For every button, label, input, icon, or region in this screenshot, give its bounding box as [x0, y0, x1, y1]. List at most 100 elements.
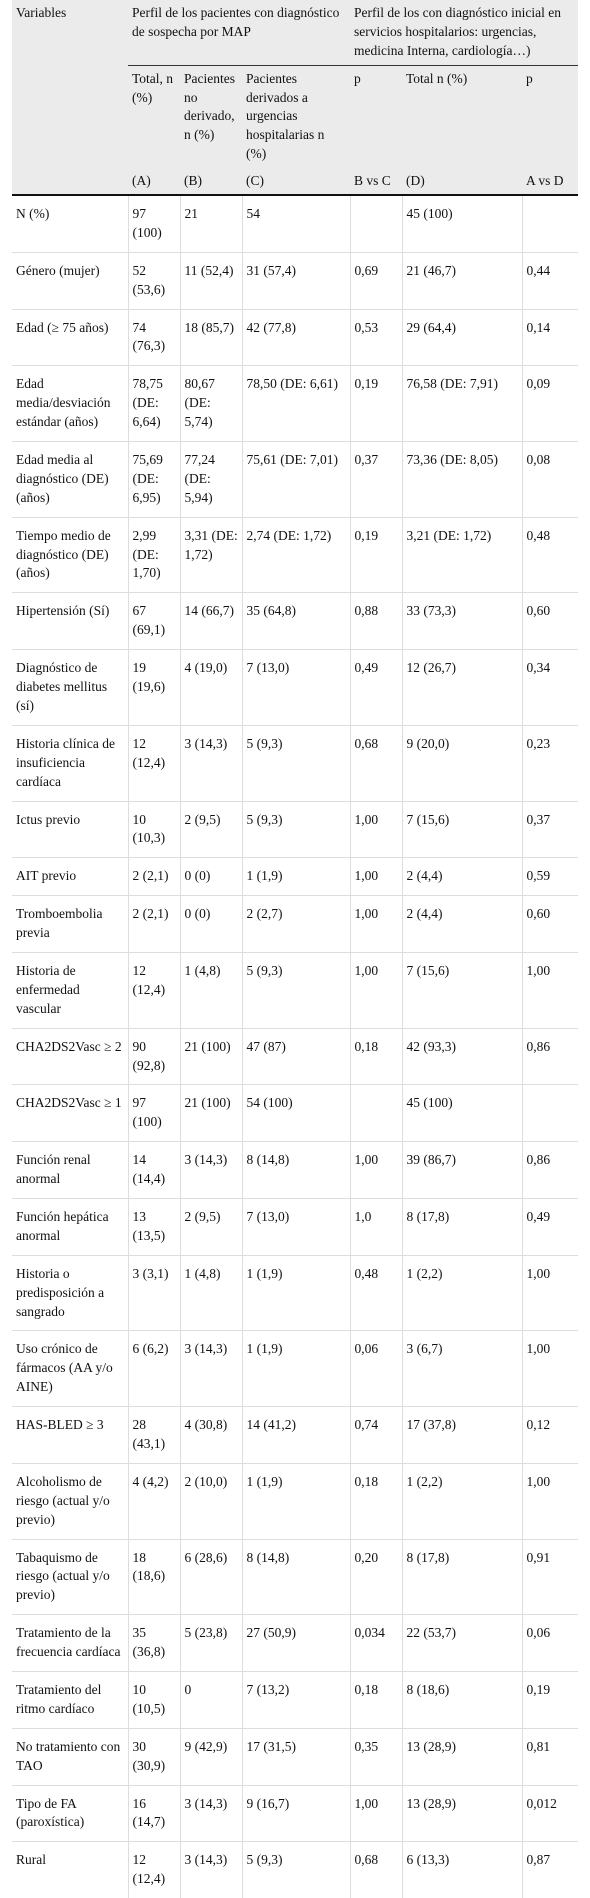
- table-row: Tipo de FA (paroxística) 16 (14,7) 3 (14,3…: [12, 1785, 579, 1843]
- table-row: Tromboembolia previa 2 (2,1) 0 (0) 2 (2,7) 1…: [12, 895, 579, 953]
- table-cell: 0,48: [522, 517, 579, 594]
- table-cell: 0,69: [350, 252, 403, 310]
- row-label: CHA2DS2Vasc ≥ 2: [12, 1028, 129, 1086]
- table-cell: 6 (28,6): [180, 1539, 243, 1616]
- table-cell: 0,87: [526, 1852, 551, 1868]
- table-cell: 76,58 (DE: 7,91): [402, 365, 523, 443]
- row-label: Género (mujer): [12, 252, 129, 310]
- table-cell: 0,18: [350, 1028, 403, 1086]
- table-cell: 2 (2,1): [128, 857, 181, 897]
- header-code: (C): [242, 168, 350, 197]
- table-row: Edad media/desviación estándar (años) 78,…: [12, 365, 579, 443]
- header-cell: Pacientes no derivado, n (%): [180, 65, 242, 169]
- table-cell: 0: [180, 1671, 243, 1729]
- table-cell: 6 (13,3): [402, 1841, 523, 1898]
- table-cell: 1,00: [350, 1141, 403, 1199]
- table-cell: 22 (53,7): [402, 1614, 523, 1672]
- table-cell: 54 (100): [242, 1084, 351, 1143]
- table-cell: 4 (19,0): [180, 649, 243, 726]
- table-cell: 8 (17,8): [402, 1539, 523, 1616]
- table-cell: 12 (12,4): [128, 952, 181, 1029]
- table-cell: 0,14: [522, 309, 579, 367]
- header-cell: [12, 168, 128, 197]
- table-row: AIT previo 2 (2,1) 0 (0) 1 (1,9) 1,00 2 (4,4)…: [12, 857, 579, 897]
- table-row: Historia clínica de insuficiencia cardía…: [12, 725, 579, 802]
- header-code: (A): [128, 168, 180, 197]
- header-code: (D): [402, 168, 522, 197]
- table-cell: 0,74: [350, 1406, 403, 1464]
- table-cell: 3 (14,3): [180, 725, 243, 802]
- table-cell: 0,60: [522, 592, 579, 651]
- table-cell: 1,00: [522, 1463, 579, 1540]
- table-cell: 12 (26,7): [402, 649, 523, 726]
- table-cell: 0,08: [522, 441, 579, 518]
- table-cell: 45 (100): [402, 1084, 523, 1143]
- table-cell: 0,88: [350, 592, 403, 651]
- table-row: Historia o predisposición a sangrado 3 (3…: [12, 1255, 579, 1332]
- table-row: Tiempo medio de diagnóstico (DE) (años) 2…: [12, 517, 579, 594]
- table-cell: 0,53: [350, 309, 403, 367]
- table-cell: 1,00: [350, 952, 403, 1029]
- table-cell: 0,06: [522, 1614, 579, 1672]
- data-table: Variables Perfil de los pacientes con di…: [12, 0, 579, 1898]
- table-cell: 3 (14,3): [180, 1141, 243, 1199]
- table-cell: 0,86: [522, 1028, 579, 1086]
- table-cell: 67 (69,1): [128, 592, 181, 651]
- row-label: Tipo de FA (paroxística): [12, 1785, 129, 1843]
- page: Variables Perfil de los pacientes con di…: [12, 0, 579, 1898]
- header-column-row: Total, n (%) Pacientes no derivado, n (%)…: [12, 65, 579, 169]
- row-label: Tratamiento del ritmo cardíaco: [12, 1671, 129, 1729]
- table-cell: 0,68: [350, 1841, 403, 1898]
- table-cell: 97 (100): [128, 1084, 181, 1143]
- table-cell: 0,034: [350, 1614, 403, 1672]
- table-cell: 77,24 (DE: 5,94): [180, 441, 243, 518]
- table-cell: 5 (9,3): [242, 725, 351, 802]
- row-label: Historia de enfermedad vascular: [12, 952, 129, 1029]
- table-cell: 0 (0): [180, 857, 243, 897]
- table-row: No tratamiento con TAO 30 (30,9) 9 (42,9) 1…: [12, 1728, 579, 1786]
- header-code-row: (A) (B) (C) B vs C (D) A vs D: [12, 168, 579, 197]
- table-cell: 8 (14,8): [242, 1141, 351, 1199]
- table-cell: 3,31 (DE: 1,72): [180, 517, 243, 594]
- table-cell: 80,67 (DE: 5,74): [180, 365, 243, 443]
- table-cell: 4 (30,8): [180, 1406, 243, 1464]
- table-cell: 1,00: [350, 857, 403, 897]
- table-cell: 75,61 (DE: 7,01): [242, 441, 351, 518]
- table-cell: 0 (0): [180, 895, 243, 953]
- table-cell: 0,12: [522, 1406, 579, 1464]
- table-cell: 30 (30,9): [128, 1728, 181, 1786]
- table-cell: 3 (14,3): [180, 1330, 243, 1408]
- table-cell: 1,00: [522, 1330, 579, 1408]
- table-cell: 2 (4,4): [402, 895, 523, 953]
- table-cell: 1 (2,2): [402, 1255, 523, 1332]
- header-cell: Total, n (%): [128, 65, 180, 169]
- table-cell: 13 (28,9): [402, 1785, 523, 1843]
- row-label: Uso crónico de fármacos (AA y/o AINE): [12, 1330, 129, 1408]
- table-cell: [522, 1084, 579, 1143]
- table-row: Historia de enfermedad vascular 12 (12,4)…: [12, 952, 579, 1029]
- table-cell: 42 (93,3): [402, 1028, 523, 1086]
- table-cell: [350, 1084, 403, 1143]
- table-cell: 2,74 (DE: 1,72): [242, 517, 351, 594]
- table-cell: 90 (92,8): [128, 1028, 181, 1086]
- header-group-row: Variables Perfil de los pacientes con di…: [12, 0, 579, 169]
- table-cell: 0,23: [522, 725, 579, 802]
- table-cell: 5 (9,3): [242, 801, 351, 859]
- row-label: Tratamiento de la frecuencia cardíaca: [12, 1614, 129, 1672]
- table-cell: 14 (66,7): [180, 592, 243, 651]
- table-header: Variables Perfil de los pacientes con di…: [12, 0, 579, 197]
- header-cell: Variables: [12, 0, 128, 169]
- table-cell: 31 (57,4): [242, 252, 351, 310]
- table-cell: 1 (2,2): [402, 1463, 523, 1540]
- table-cell: 0,86: [522, 1141, 579, 1199]
- table-cell: 0,37: [522, 801, 579, 859]
- table-row: Edad media al diagnóstico (DE) (años) 75,…: [12, 441, 579, 518]
- table-cell: 35 (36,8): [128, 1614, 181, 1672]
- table-cell: 18 (18,6): [128, 1539, 181, 1616]
- table-cell: 0,37: [350, 441, 403, 518]
- table-cell: 0,59: [522, 857, 579, 897]
- table-cell: 14 (14,4): [128, 1141, 181, 1199]
- header-code: (B): [180, 168, 242, 197]
- row-label: Alcoholismo de riesgo (actual y/o previo…: [12, 1463, 129, 1540]
- table-cell: 0,91: [522, 1539, 579, 1616]
